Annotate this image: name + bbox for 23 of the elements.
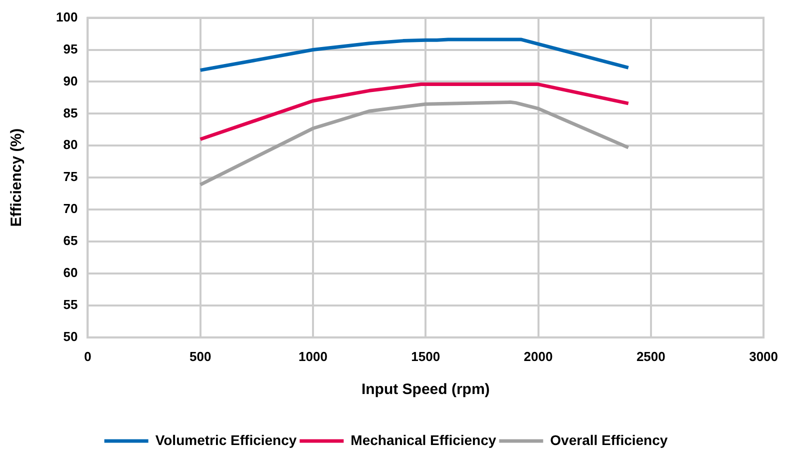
x-tick-label: 0 [84,348,92,364]
legend-label: Overall Efficiency [550,432,668,448]
y-axis-title: Efficiency (%) [8,128,26,227]
y-tick-label: 50 [63,328,78,344]
x-tick-label: 2500 [636,348,666,364]
x-tick-label: 1500 [411,348,440,364]
y-tick-label: 85 [63,105,78,120]
x-tick-label: 500 [189,348,212,364]
y-tick-label: 80 [63,137,78,152]
y-tick-label: 70 [63,201,78,216]
y-tick-label: 75 [63,169,78,184]
y-tick-label: 60 [63,265,78,280]
y-tick-label: 65 [63,233,78,248]
legend-label: Mechanical Efficiency [350,432,496,448]
y-tick-label: 55 [63,297,78,312]
x-tick-label: 2000 [524,348,553,364]
y-tick-label: 90 [63,73,78,88]
x-tick-label: 1000 [298,348,328,364]
legend-label: Volumetric Efficiency [155,432,297,448]
x-axis-title: Input Speed (rpm) [361,381,490,398]
y-tick-label: 95 [63,41,78,56]
y-tick-label: 100 [56,9,78,24]
x-tick-label: 3000 [749,348,778,364]
